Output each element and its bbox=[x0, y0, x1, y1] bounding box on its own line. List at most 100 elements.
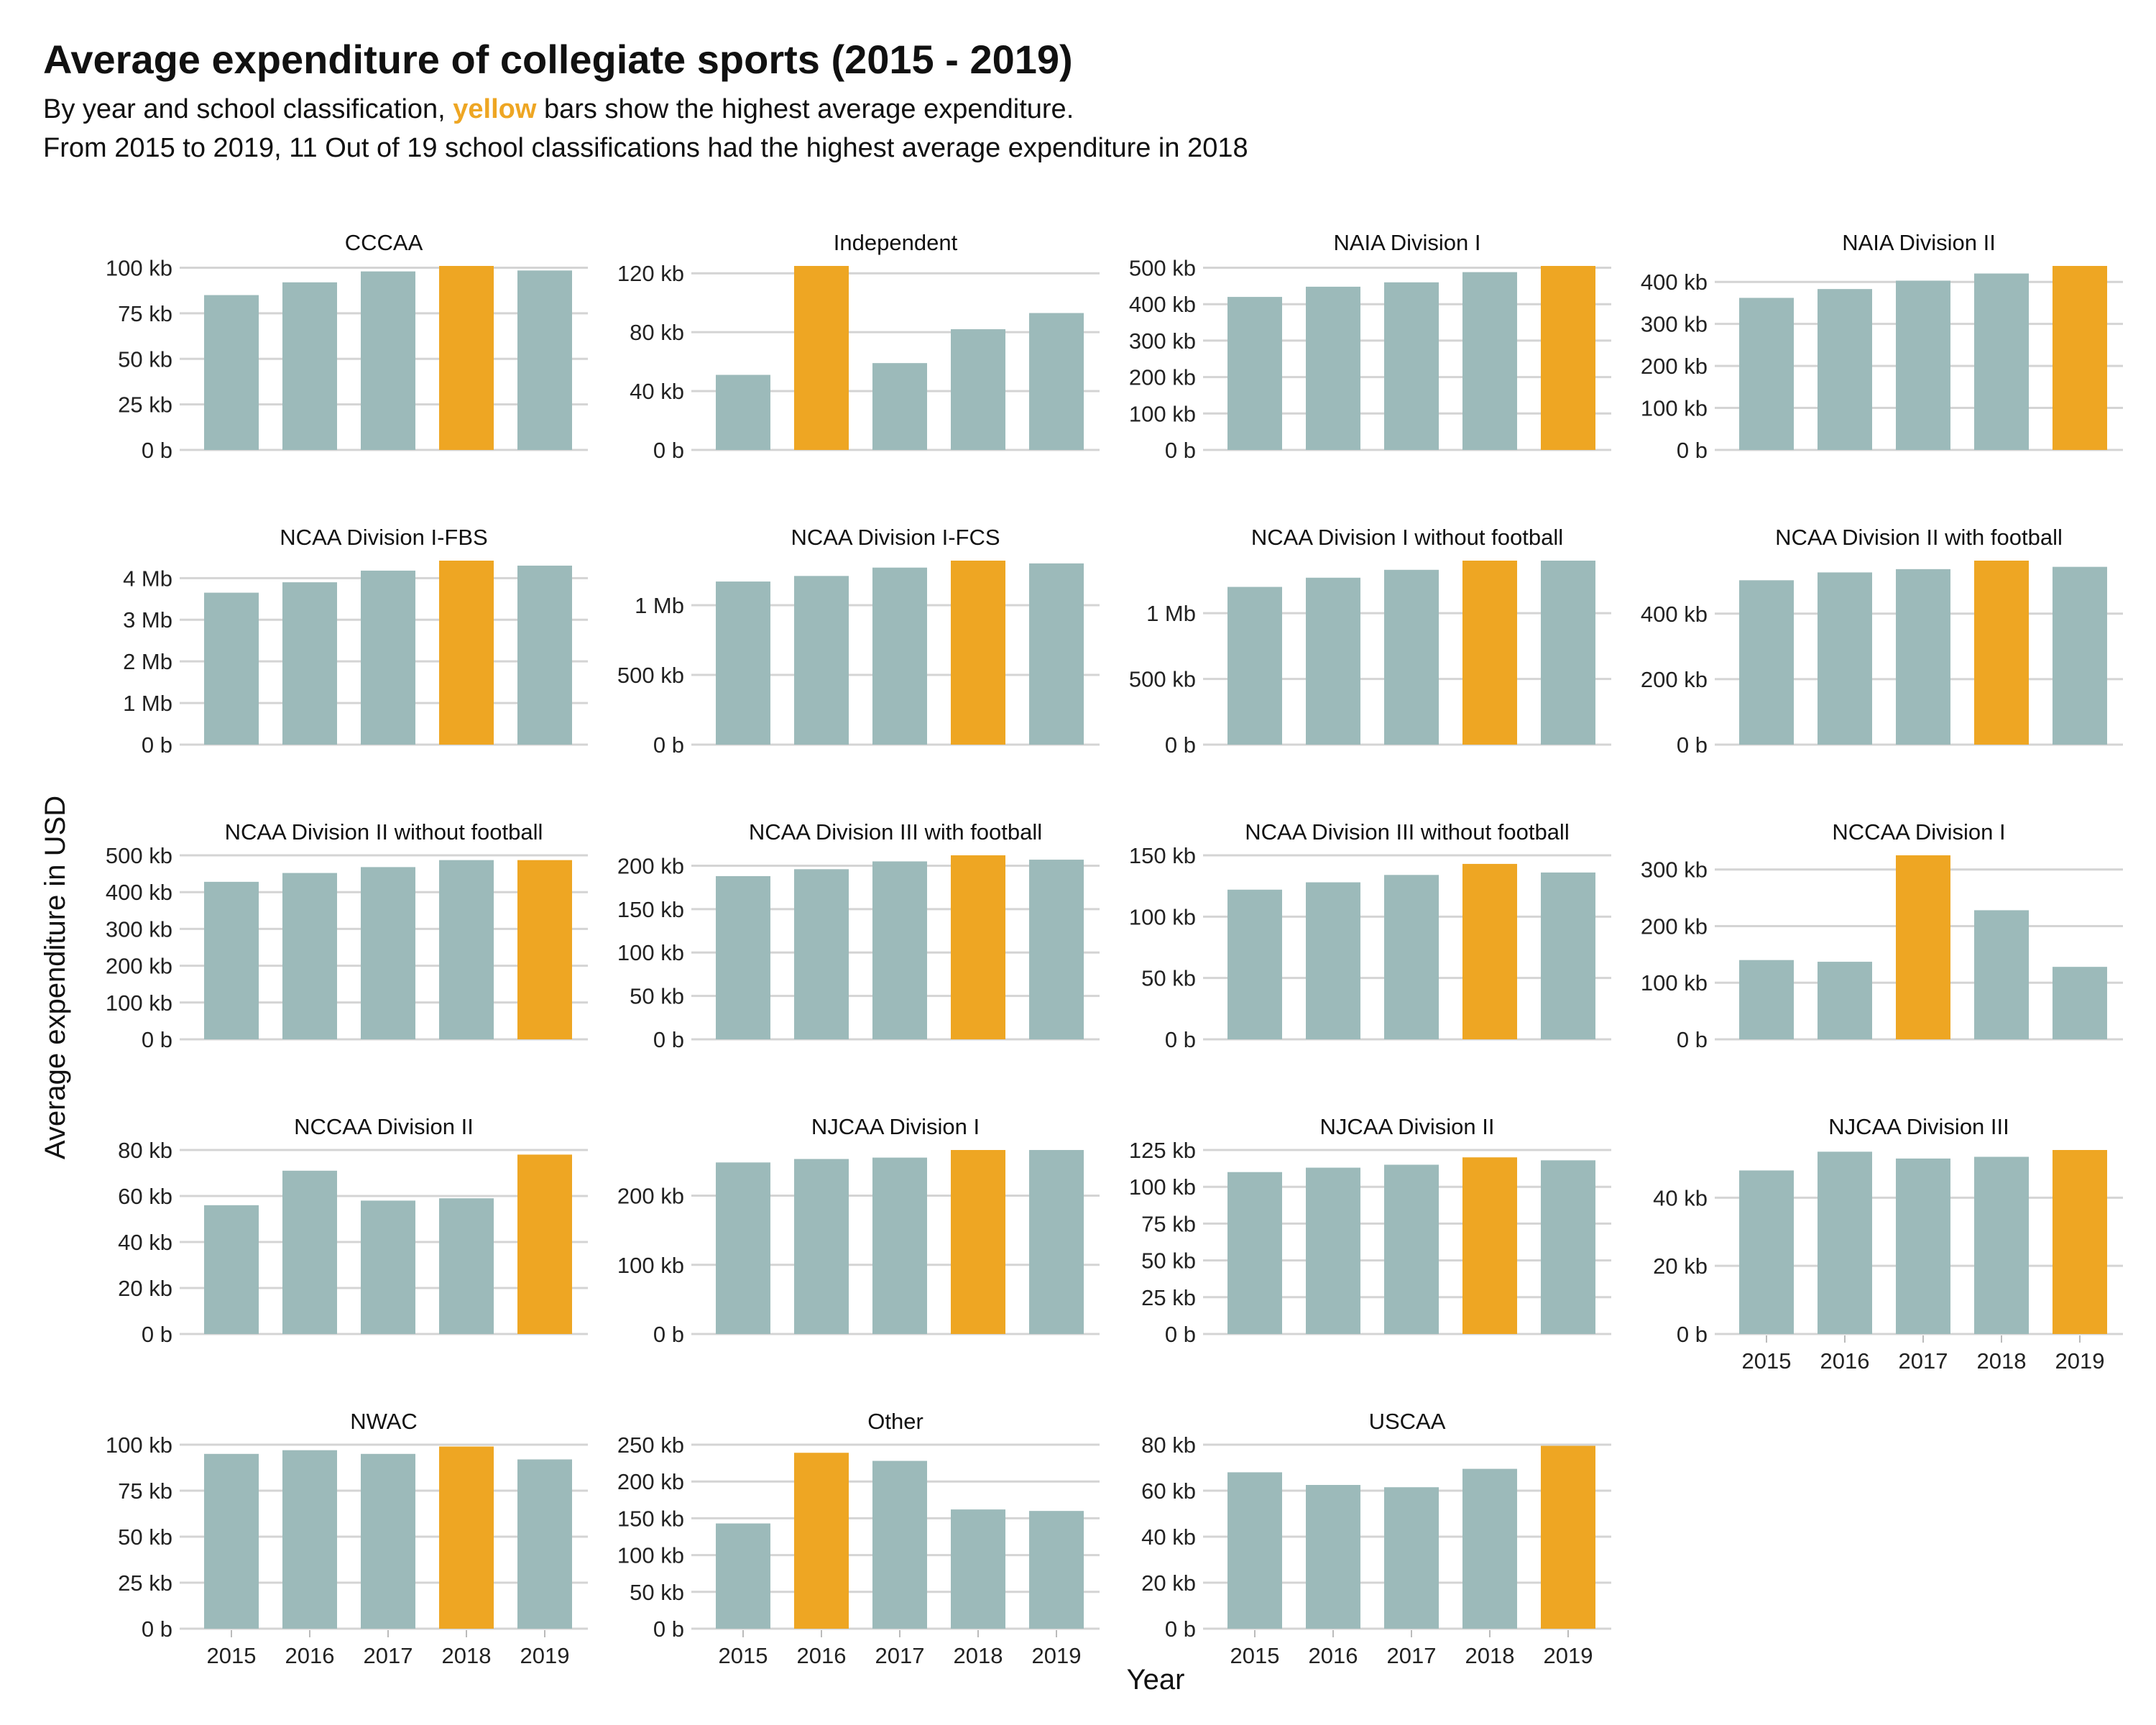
y-tick-label: 150 kb bbox=[1129, 843, 1196, 868]
y-tick-label: 300 kb bbox=[1641, 857, 1708, 883]
y-tick-label: 60 kb bbox=[1141, 1478, 1196, 1504]
bar bbox=[872, 861, 927, 1039]
y-tick-label: 200 kb bbox=[1641, 914, 1708, 939]
x-axis-title: Year bbox=[1127, 1664, 1185, 1696]
panel-title: NCCAA Division II bbox=[294, 1114, 474, 1139]
y-tick-label: 200 kb bbox=[617, 1184, 684, 1209]
bar bbox=[1818, 289, 1872, 450]
bar bbox=[1306, 882, 1360, 1039]
y-tick-label: 80 kb bbox=[118, 1138, 172, 1163]
y-tick-label: 2 Mb bbox=[123, 649, 172, 674]
y-tick-label: 400 kb bbox=[1641, 602, 1708, 627]
bar bbox=[439, 860, 494, 1039]
bar bbox=[1739, 298, 1794, 450]
y-tick-label: 25 kb bbox=[118, 1570, 172, 1596]
y-tick-label: 300 kb bbox=[106, 916, 172, 942]
y-tick-label: 50 kb bbox=[630, 1580, 684, 1605]
bar bbox=[517, 1459, 572, 1629]
y-tick-label: 0 b bbox=[1677, 1027, 1708, 1052]
bar bbox=[517, 565, 572, 745]
bar bbox=[1739, 580, 1794, 745]
bar bbox=[1384, 569, 1439, 745]
panel-title: Independent bbox=[834, 230, 958, 255]
y-tick-label: 75 kb bbox=[118, 1478, 172, 1504]
y-tick-label: 120 kb bbox=[617, 261, 684, 286]
y-tick-label: 500 kb bbox=[1129, 256, 1196, 281]
facet-panel: Other 0 b 50 kb 100 kb 150 kb 200 kb 250 kb 201… bbox=[617, 1409, 1100, 1668]
y-tick-label: 100 kb bbox=[1129, 401, 1196, 426]
bar bbox=[361, 867, 415, 1039]
bar bbox=[1227, 297, 1282, 450]
bar bbox=[282, 282, 337, 450]
subtitle-text-before: By year and school classification, bbox=[43, 94, 453, 124]
panel-title: USCAA bbox=[1369, 1409, 1446, 1434]
y-tick-label: 0 b bbox=[142, 438, 172, 463]
bar bbox=[361, 570, 415, 745]
bar bbox=[439, 1198, 494, 1334]
bar-highlight bbox=[2053, 266, 2107, 450]
bar bbox=[1029, 1150, 1084, 1334]
panel-title: NJCAA Division I bbox=[811, 1114, 980, 1139]
facet-panel: NAIA Division I 0 b 100 kb 200 kb 300 kb 400 … bbox=[1129, 230, 1611, 463]
bar bbox=[716, 1162, 770, 1334]
panel-title: NCCAA Division I bbox=[1832, 819, 2005, 845]
bar bbox=[951, 1509, 1005, 1629]
panel-title: NCAA Division II without football bbox=[225, 819, 543, 845]
x-tick-label: 2016 bbox=[1820, 1348, 1870, 1374]
x-tick-label: 2016 bbox=[1309, 1643, 1358, 1668]
facet-panel: NJCAA Division I 0 b 100 kb 200 kb bbox=[617, 1114, 1100, 1347]
x-tick-label: 2018 bbox=[442, 1643, 492, 1668]
y-tick-label: 200 kb bbox=[1641, 354, 1708, 379]
facet-panel: CCCAA 0 b 25 kb 50 kb 75 kb 100 kb bbox=[106, 230, 588, 463]
y-tick-label: 250 kb bbox=[617, 1432, 684, 1458]
bar-highlight bbox=[2053, 1150, 2107, 1334]
x-tick-label: 2019 bbox=[2055, 1348, 2105, 1374]
y-tick-label: 0 b bbox=[1165, 1027, 1196, 1052]
x-tick-label: 2017 bbox=[364, 1643, 413, 1668]
y-tick-label: 0 b bbox=[142, 732, 172, 758]
y-tick-label: 100 kb bbox=[1641, 396, 1708, 421]
bar bbox=[282, 873, 337, 1039]
bar bbox=[1818, 1151, 1872, 1334]
bar bbox=[1029, 313, 1084, 450]
x-tick-label: 2017 bbox=[1899, 1348, 1948, 1374]
bar-highlight bbox=[439, 561, 494, 745]
x-tick-label: 2017 bbox=[1387, 1643, 1437, 1668]
panel-title: NAIA Division I bbox=[1333, 230, 1480, 255]
bar bbox=[1739, 960, 1794, 1039]
y-tick-label: 0 b bbox=[1677, 438, 1708, 463]
facet-panels: CCCAA 0 b 25 kb 50 kb 75 kb 100 kb Independent… bbox=[106, 230, 2123, 1668]
x-tick-label: 2018 bbox=[954, 1643, 1003, 1668]
y-tick-label: 100 kb bbox=[617, 1543, 684, 1568]
y-tick-label: 50 kb bbox=[630, 984, 684, 1009]
y-tick-label: 200 kb bbox=[617, 853, 684, 878]
bar bbox=[2053, 967, 2107, 1039]
bar-highlight bbox=[517, 1154, 572, 1334]
y-tick-label: 20 kb bbox=[1141, 1570, 1196, 1596]
bar bbox=[1306, 577, 1360, 745]
x-tick-label: 2018 bbox=[1977, 1348, 2027, 1374]
y-tick-label: 20 kb bbox=[118, 1276, 172, 1301]
bar bbox=[1974, 273, 2029, 450]
subtitle-text-after: bars show the highest average expenditur… bbox=[536, 94, 1074, 124]
bar bbox=[1227, 1472, 1282, 1629]
y-tick-label: 500 kb bbox=[1129, 667, 1196, 692]
y-tick-label: 1 Mb bbox=[1146, 601, 1196, 626]
bar bbox=[1896, 280, 1950, 450]
y-tick-label: 0 b bbox=[653, 438, 684, 463]
bar bbox=[1818, 572, 1872, 745]
x-tick-label: 2017 bbox=[875, 1643, 925, 1668]
bar bbox=[1974, 910, 2029, 1039]
x-tick-label: 2015 bbox=[1230, 1643, 1280, 1668]
y-tick-label: 20 kb bbox=[1653, 1254, 1708, 1279]
bar bbox=[1818, 962, 1872, 1039]
y-tick-label: 200 kb bbox=[617, 1469, 684, 1494]
y-tick-label: 0 b bbox=[1677, 1322, 1708, 1347]
bar bbox=[872, 567, 927, 745]
y-tick-label: 0 b bbox=[1677, 732, 1708, 758]
y-tick-label: 50 kb bbox=[1141, 1248, 1196, 1274]
facet-panel: NWAC 0 b 25 kb 50 kb 75 kb 100 kb 2015 2016 2017… bbox=[106, 1409, 588, 1668]
panel-title: NCAA Division I-FBS bbox=[280, 525, 487, 550]
facet-panel: NCCAA Division II 0 b 20 kb 40 kb 60 kb 80 kb bbox=[118, 1114, 588, 1347]
y-tick-label: 40 kb bbox=[118, 1230, 172, 1255]
